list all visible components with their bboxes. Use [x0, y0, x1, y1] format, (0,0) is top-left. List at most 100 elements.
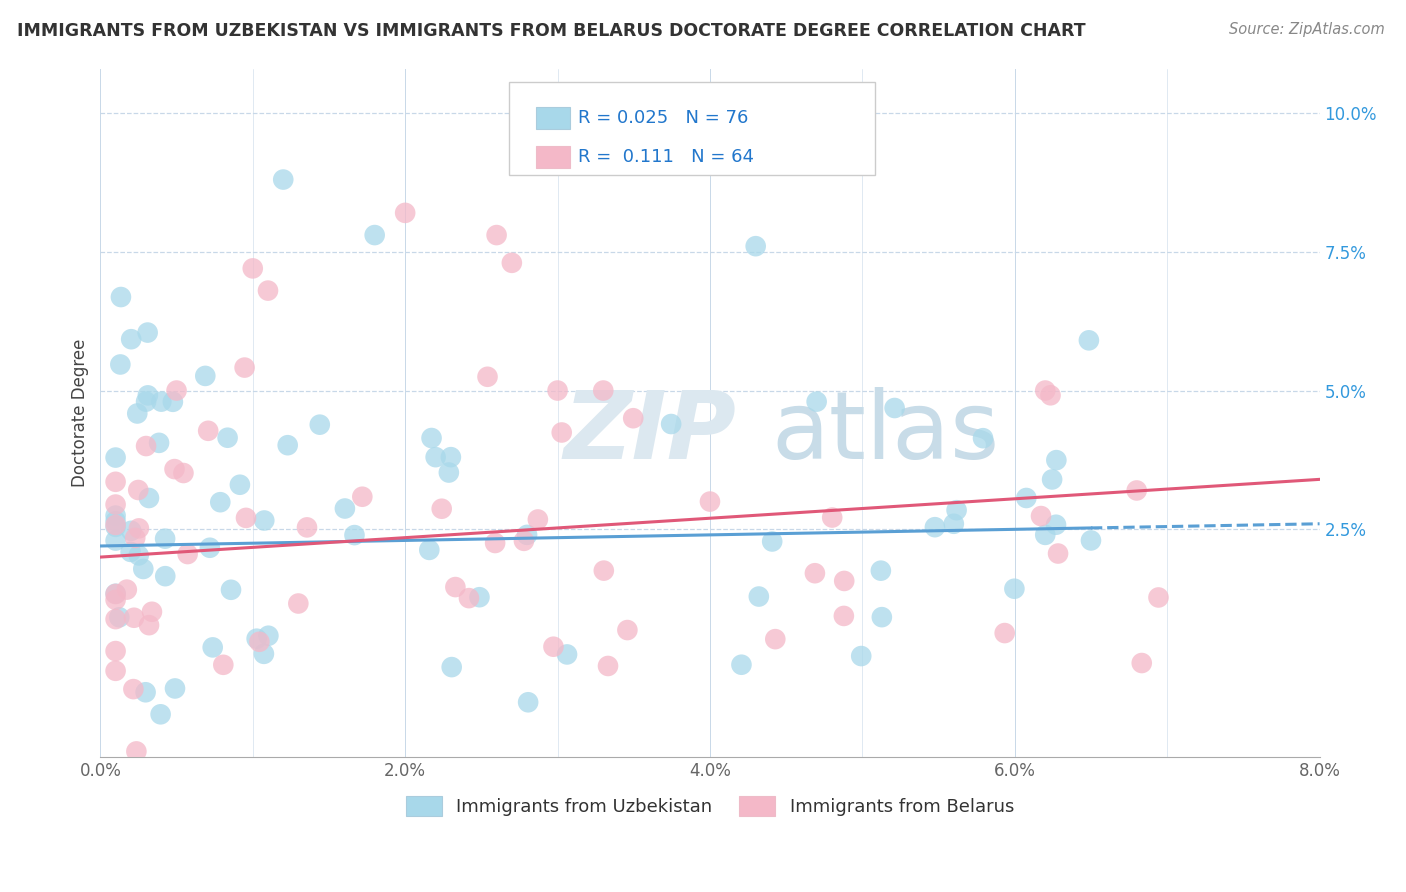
Point [287, 597, 309, 611]
Point [832, 574, 855, 588]
Point [104, 498, 127, 512]
Point [748, 590, 770, 604]
Point [104, 475, 127, 489]
Point [555, 648, 578, 662]
Point [166, 384, 188, 398]
Point [253, 514, 276, 528]
Point [163, 462, 186, 476]
Point [468, 591, 491, 605]
Point [104, 514, 127, 528]
Point [761, 534, 783, 549]
Point [104, 508, 127, 523]
Point [440, 660, 463, 674]
Point [122, 611, 145, 625]
Point [110, 358, 132, 372]
Point [477, 369, 499, 384]
Point [1125, 483, 1147, 498]
Legend: Immigrants from Uzbekistan, Immigrants from Belarus: Immigrants from Uzbekistan, Immigrants f… [398, 789, 1022, 823]
Point [138, 618, 160, 632]
Point [1047, 547, 1070, 561]
Point [201, 640, 224, 655]
Point [699, 494, 721, 508]
Point [176, 547, 198, 561]
Y-axis label: Doctorate Degree: Doctorate Degree [72, 339, 89, 487]
Point [942, 516, 965, 531]
Point [235, 511, 257, 525]
Point [440, 450, 463, 465]
Point [138, 491, 160, 505]
Point [163, 681, 186, 696]
Point [1033, 384, 1056, 398]
Point [115, 582, 138, 597]
Point [352, 490, 374, 504]
Point [233, 360, 256, 375]
Point [150, 394, 173, 409]
Point [128, 549, 150, 563]
Point [1080, 533, 1102, 548]
Point [484, 536, 506, 550]
Point [108, 610, 131, 624]
Point [120, 332, 142, 346]
Point [153, 532, 176, 546]
Point [277, 438, 299, 452]
Point [308, 417, 330, 432]
Point [124, 531, 146, 545]
Point [198, 541, 221, 555]
Point [517, 695, 540, 709]
Point [149, 707, 172, 722]
Point [104, 533, 127, 548]
Point [104, 592, 127, 607]
Point [501, 256, 523, 270]
Point [924, 520, 946, 534]
Point [104, 612, 127, 626]
Point [1045, 517, 1067, 532]
Point [804, 566, 827, 581]
Text: R =  0.111   N = 64: R = 0.111 N = 64 [578, 148, 754, 167]
Point [194, 368, 217, 383]
Point [527, 512, 550, 526]
Point [972, 431, 994, 445]
Point [104, 664, 127, 678]
Point [120, 545, 142, 559]
Point [135, 685, 157, 699]
Point [128, 521, 150, 535]
Point [420, 431, 443, 445]
FancyBboxPatch shape [536, 146, 569, 169]
Point [104, 520, 127, 534]
Point [229, 477, 252, 491]
Point [1147, 591, 1170, 605]
Point [821, 510, 844, 524]
Point [136, 326, 159, 340]
Point [246, 632, 269, 646]
Point [135, 439, 157, 453]
Point [127, 407, 149, 421]
Point [1039, 388, 1062, 402]
Point [592, 384, 614, 398]
Point [257, 629, 280, 643]
Point [616, 623, 638, 637]
Text: R = 0.025   N = 76: R = 0.025 N = 76 [578, 109, 748, 127]
Point [104, 587, 127, 601]
Point [172, 466, 194, 480]
Point [806, 394, 828, 409]
Point [1033, 528, 1056, 542]
Point [1002, 582, 1025, 596]
Point [333, 501, 356, 516]
Point [125, 744, 148, 758]
Point [155, 569, 177, 583]
Point [763, 632, 786, 647]
Point [132, 562, 155, 576]
Point [444, 580, 467, 594]
Point [197, 424, 219, 438]
Point [437, 466, 460, 480]
Point [212, 657, 235, 672]
Point [659, 417, 682, 431]
Point [217, 431, 239, 445]
Point [247, 634, 270, 648]
Point [257, 284, 280, 298]
FancyBboxPatch shape [509, 82, 875, 175]
Text: ZIP: ZIP [564, 387, 737, 479]
Point [343, 528, 366, 542]
Point [1029, 509, 1052, 524]
Point [832, 609, 855, 624]
